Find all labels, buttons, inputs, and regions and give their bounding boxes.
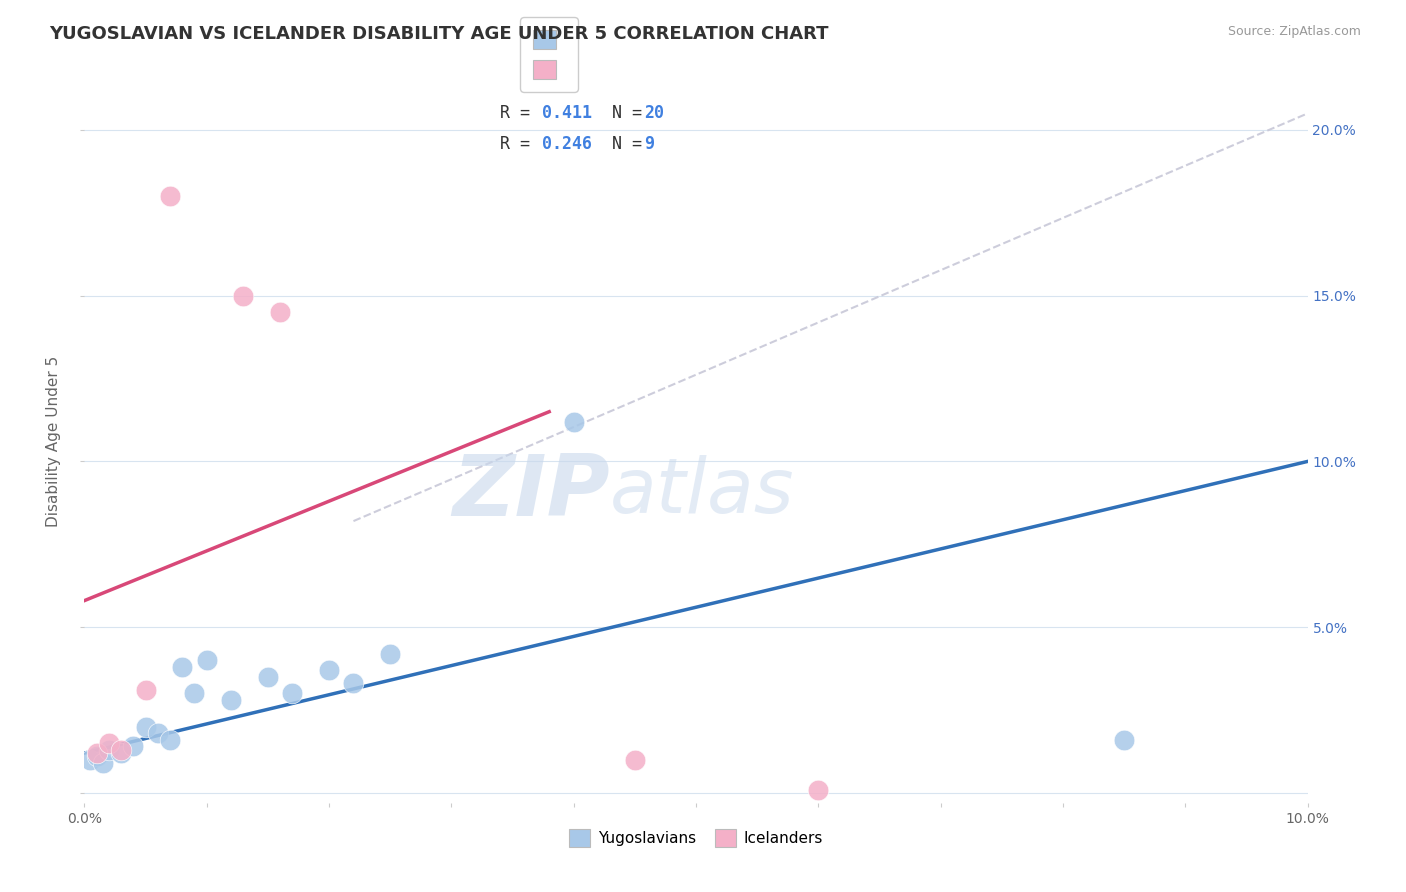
Text: R =: R =: [501, 135, 540, 153]
Point: [172, 660, 194, 674]
Text: atlas: atlas: [610, 455, 794, 529]
Point: [562, 415, 585, 429]
Point: [269, 305, 291, 319]
Point: [257, 670, 280, 684]
Point: [110, 746, 132, 760]
Point: [146, 726, 169, 740]
Point: [110, 743, 132, 757]
Point: [135, 720, 157, 734]
Text: YUGOSLAVIAN VS ICELANDER DISABILITY AGE UNDER 5 CORRELATION CHART: YUGOSLAVIAN VS ICELANDER DISABILITY AGE …: [49, 25, 828, 43]
Text: 0.411: 0.411: [541, 103, 592, 122]
Point: [281, 686, 304, 700]
Text: 0.246: 0.246: [541, 135, 592, 153]
Point: [807, 782, 830, 797]
Point: [1114, 732, 1136, 747]
Point: [86, 746, 108, 760]
Text: N =: N =: [592, 135, 652, 153]
Point: [195, 653, 218, 667]
Y-axis label: Disability Age Under 5: Disability Age Under 5: [46, 356, 62, 527]
Point: [97, 736, 120, 750]
Legend: Yugoslavians, Icelanders: Yugoslavians, Icelanders: [562, 823, 830, 853]
Point: [318, 663, 340, 677]
Point: [159, 732, 181, 747]
Text: ZIP: ZIP: [453, 450, 610, 533]
Point: [122, 739, 145, 754]
Point: [232, 289, 254, 303]
Point: [219, 693, 242, 707]
Text: 9: 9: [644, 135, 655, 153]
Point: [159, 189, 181, 203]
Point: [97, 743, 120, 757]
Point: [91, 756, 114, 770]
Point: [624, 753, 647, 767]
Text: 20: 20: [644, 103, 665, 122]
Point: [342, 676, 364, 690]
Text: Source: ZipAtlas.com: Source: ZipAtlas.com: [1227, 25, 1361, 38]
Point: [183, 686, 205, 700]
Point: [135, 683, 157, 698]
Text: R =: R =: [501, 103, 540, 122]
Text: N =: N =: [592, 103, 652, 122]
Point: [79, 753, 101, 767]
Point: [86, 749, 108, 764]
Point: [380, 647, 402, 661]
